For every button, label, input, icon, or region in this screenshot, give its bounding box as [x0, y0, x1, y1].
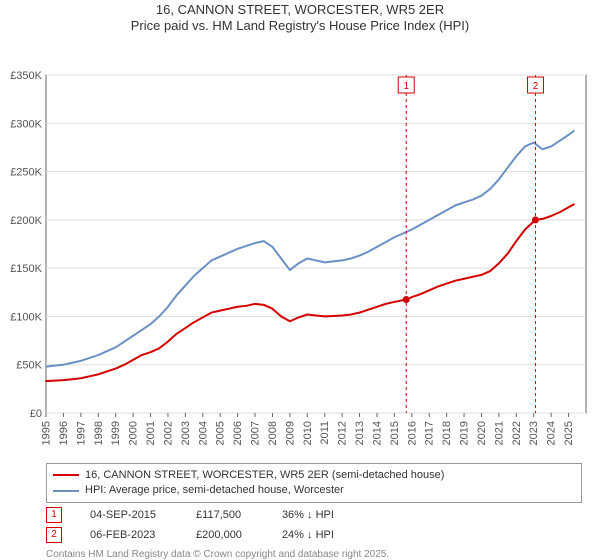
- y-tick-label: £300K: [10, 118, 42, 130]
- x-tick-label: 2025: [563, 421, 575, 445]
- x-tick-label: 2000: [128, 421, 140, 445]
- x-tick-label: 1995: [41, 421, 53, 445]
- transaction-price: £117,500: [196, 505, 282, 525]
- marker-2-point: [532, 216, 539, 223]
- y-tick-label: £50K: [16, 359, 42, 371]
- marker-2-badge-label: 2: [533, 81, 539, 92]
- y-tick-label: £250K: [10, 166, 42, 178]
- x-tick-label: 2022: [511, 421, 523, 445]
- x-tick-label: 2004: [197, 421, 209, 445]
- legend-swatch: [53, 490, 79, 492]
- x-tick-label: 2007: [250, 421, 262, 445]
- y-tick-label: £100K: [10, 311, 42, 323]
- chart-title: 16, CANNON STREET, WORCESTER, WR5 2ER Pr…: [0, 0, 600, 35]
- transaction-delta: 24% ↓ HPI: [282, 525, 342, 545]
- x-tick-label: 2013: [354, 421, 366, 445]
- transaction-row: 1 04-SEP-2015£117,50036% ↓ HPI: [46, 505, 342, 525]
- x-tick-label: 2016: [406, 421, 418, 445]
- footer-line-1: Contains HM Land Registry data © Crown c…: [46, 549, 582, 560]
- chart-area: £0 £50K £100K £150K £200K £250K £300K £350K 1995…: [0, 35, 600, 459]
- x-tick-label: 2009: [284, 421, 296, 445]
- x-tick-label: 2006: [232, 421, 244, 445]
- legend-item: 16, CANNON STREET, WORCESTER, WR5 2ER (s…: [53, 468, 575, 483]
- x-tick-label: 2002: [162, 421, 174, 445]
- y-tick-label: £200K: [10, 214, 42, 226]
- transaction-row: 2 06-FEB-2023£200,00024% ↓ HPI: [46, 525, 342, 545]
- x-tick-label: 2001: [145, 421, 157, 445]
- legend-swatch: [53, 474, 79, 476]
- x-tick-label: 2003: [180, 421, 192, 445]
- x-tick-label: 1996: [58, 421, 70, 445]
- x-tick-label: 2023: [528, 421, 540, 445]
- title-line-1: 16, CANNON STREET, WORCESTER, WR5 2ER: [0, 2, 600, 18]
- x-tick-label: 2015: [389, 421, 401, 445]
- transaction-date: 04-SEP-2015: [70, 505, 196, 525]
- x-tick-label: 2024: [546, 421, 558, 445]
- footer-attribution: Contains HM Land Registry data © Crown c…: [46, 549, 582, 560]
- title-line-2: Price paid vs. HM Land Registry's House …: [0, 18, 600, 34]
- x-tick-label: 1999: [110, 421, 122, 445]
- x-tick-label: 2014: [371, 421, 383, 445]
- legend: 16, CANNON STREET, WORCESTER, WR5 2ER (s…: [46, 463, 582, 504]
- x-tick-label: 2021: [493, 421, 505, 445]
- x-tick-label: 1997: [75, 421, 87, 445]
- x-tick-label: 2011: [319, 421, 331, 445]
- y-tick-label: £0: [30, 408, 42, 420]
- marker-1-point: [403, 296, 410, 303]
- y-tick-label: £150K: [10, 263, 42, 275]
- x-tick-label: 2012: [337, 421, 349, 445]
- transaction-badge: 1: [46, 507, 62, 523]
- legend-label: 16, CANNON STREET, WORCESTER, WR5 2ER (s…: [85, 468, 444, 483]
- transaction-price: £200,000: [196, 525, 282, 545]
- x-tick-label: 2017: [424, 421, 436, 445]
- x-tick-label: 2010: [302, 421, 314, 445]
- transaction-date: 06-FEB-2023: [70, 525, 196, 545]
- x-tick-label: 2019: [459, 421, 471, 445]
- x-tick-label: 1998: [93, 421, 105, 445]
- legend-item: HPI: Average price, semi-detached house,…: [53, 483, 575, 498]
- x-tick-label: 2020: [476, 421, 488, 445]
- x-tick-label: 2018: [441, 421, 453, 445]
- legend-label: HPI: Average price, semi-detached house,…: [85, 483, 344, 498]
- transaction-badge: 2: [46, 527, 62, 543]
- transaction-delta: 36% ↓ HPI: [282, 505, 342, 525]
- marker-1-badge-label: 1: [403, 81, 409, 92]
- x-tick-label: 2005: [215, 421, 227, 445]
- x-tick-label: 2008: [267, 421, 279, 445]
- y-tick-label: £350K: [10, 70, 42, 82]
- transactions-table: 1 04-SEP-2015£117,50036% ↓ HPI 2 06-FEB-202…: [46, 505, 342, 545]
- line-chart-svg: £0 £50K £100K £150K £200K £250K £300K £350K 1995…: [0, 35, 600, 459]
